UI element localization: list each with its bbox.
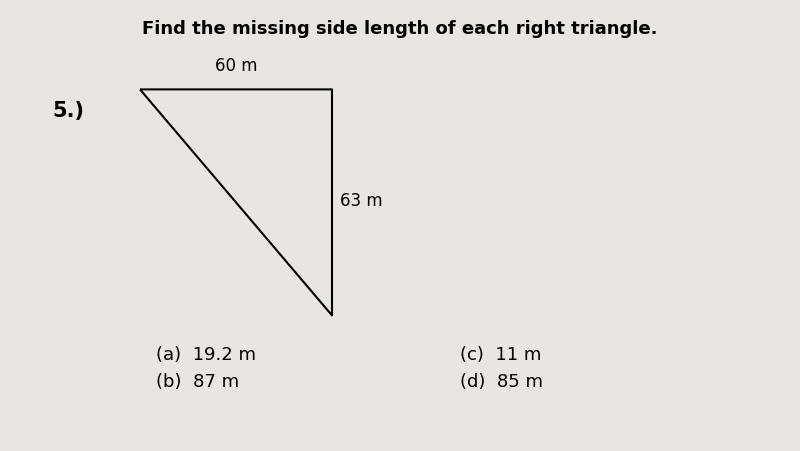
Text: (d)  85 m: (d) 85 m <box>460 372 543 390</box>
Text: (a)  19.2 m: (a) 19.2 m <box>156 345 256 363</box>
Text: 63 m: 63 m <box>340 192 382 210</box>
Text: 60 m: 60 m <box>214 56 258 74</box>
Text: 5.): 5.) <box>52 101 84 120</box>
Text: Find the missing side length of each right triangle.: Find the missing side length of each rig… <box>142 20 658 38</box>
Text: (b)  87 m: (b) 87 m <box>156 372 239 390</box>
Text: (c)  11 m: (c) 11 m <box>460 345 542 363</box>
